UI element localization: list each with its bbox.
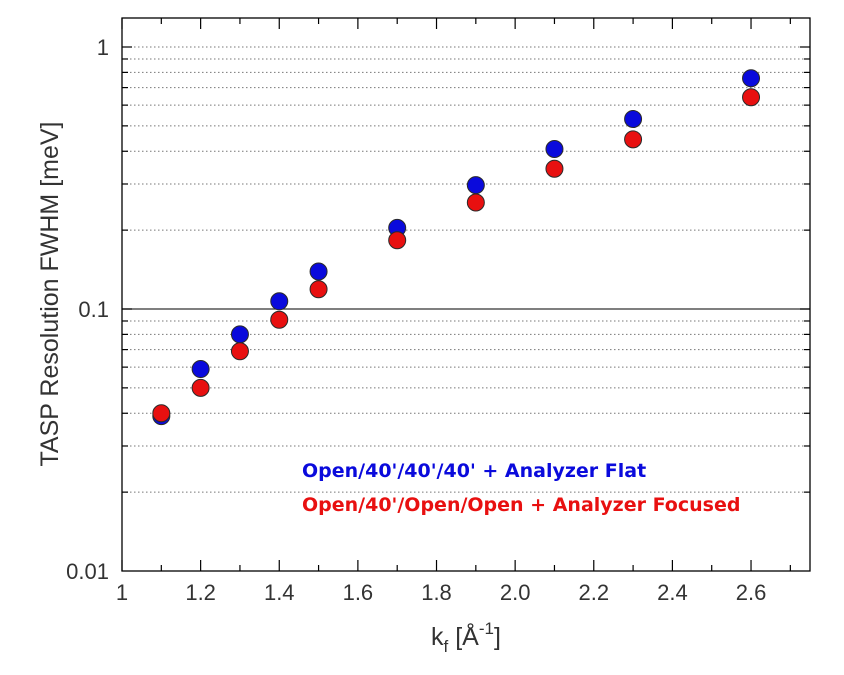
data-point-flat [742, 69, 761, 88]
x-tick-label: 2.6 [736, 580, 767, 605]
x-axis-title-superscript: -1 [479, 619, 494, 638]
x-tick-label: 1.4 [264, 580, 295, 605]
data-point-focused [742, 88, 761, 107]
data-points [152, 69, 761, 426]
legend: Open/40'/40'/40' + Analyzer Flat Open/40… [302, 460, 740, 516]
x-axis-title-main: k [431, 623, 444, 651]
x-tick-label: 2.4 [657, 580, 688, 605]
data-point-flat [466, 176, 485, 195]
data-point-focused [191, 378, 210, 397]
legend-entry-focused: Open/40'/Open/Open + Analyzer Focused [302, 494, 740, 516]
x-tick-label: 1.6 [343, 580, 374, 605]
data-point-focused [309, 280, 328, 299]
y-axis-title: TASP Resolution FWHM [meV] [36, 122, 64, 467]
x-axis-title-unit-close: ] [494, 623, 501, 651]
y-tick-label: 1 [97, 35, 109, 60]
data-point-focused [466, 193, 485, 212]
plot-frame [121, 17, 811, 572]
data-point-flat [624, 110, 643, 129]
data-point-flat [191, 360, 210, 379]
legend-entry-flat: Open/40'/40'/40' + Analyzer Flat [302, 460, 646, 482]
data-point-focused [545, 159, 564, 178]
x-axis-title: kf [Å-1] [431, 619, 501, 656]
data-point-focused [270, 310, 289, 329]
data-point-flat [545, 140, 564, 159]
data-point-focused [624, 130, 643, 149]
y-tick-label: 0.1 [78, 297, 109, 322]
data-point-flat [309, 262, 328, 281]
x-tick-label: 1.8 [421, 580, 452, 605]
data-point-flat [270, 292, 289, 311]
x-tick-label: 2.2 [578, 580, 609, 605]
x-tick-label: 1 [116, 580, 128, 605]
x-axis-title-subscript: f [444, 637, 449, 656]
data-point-flat [230, 325, 249, 344]
data-point-focused [230, 342, 249, 361]
data-point-focused [152, 404, 171, 423]
x-tick-label: 2.0 [500, 580, 531, 605]
axis-ticks: 0.01 0.1 1 1 1.2 1.4 1.6 1.8 2.0 2.2 2.4 2.6 [66, 18, 810, 605]
data-point-focused [388, 231, 407, 250]
y-tick-label: 0.01 [66, 559, 109, 584]
x-axis-title-unit: [Å [448, 621, 479, 651]
grid [122, 46, 810, 493]
x-tick-label: 1.2 [185, 580, 216, 605]
